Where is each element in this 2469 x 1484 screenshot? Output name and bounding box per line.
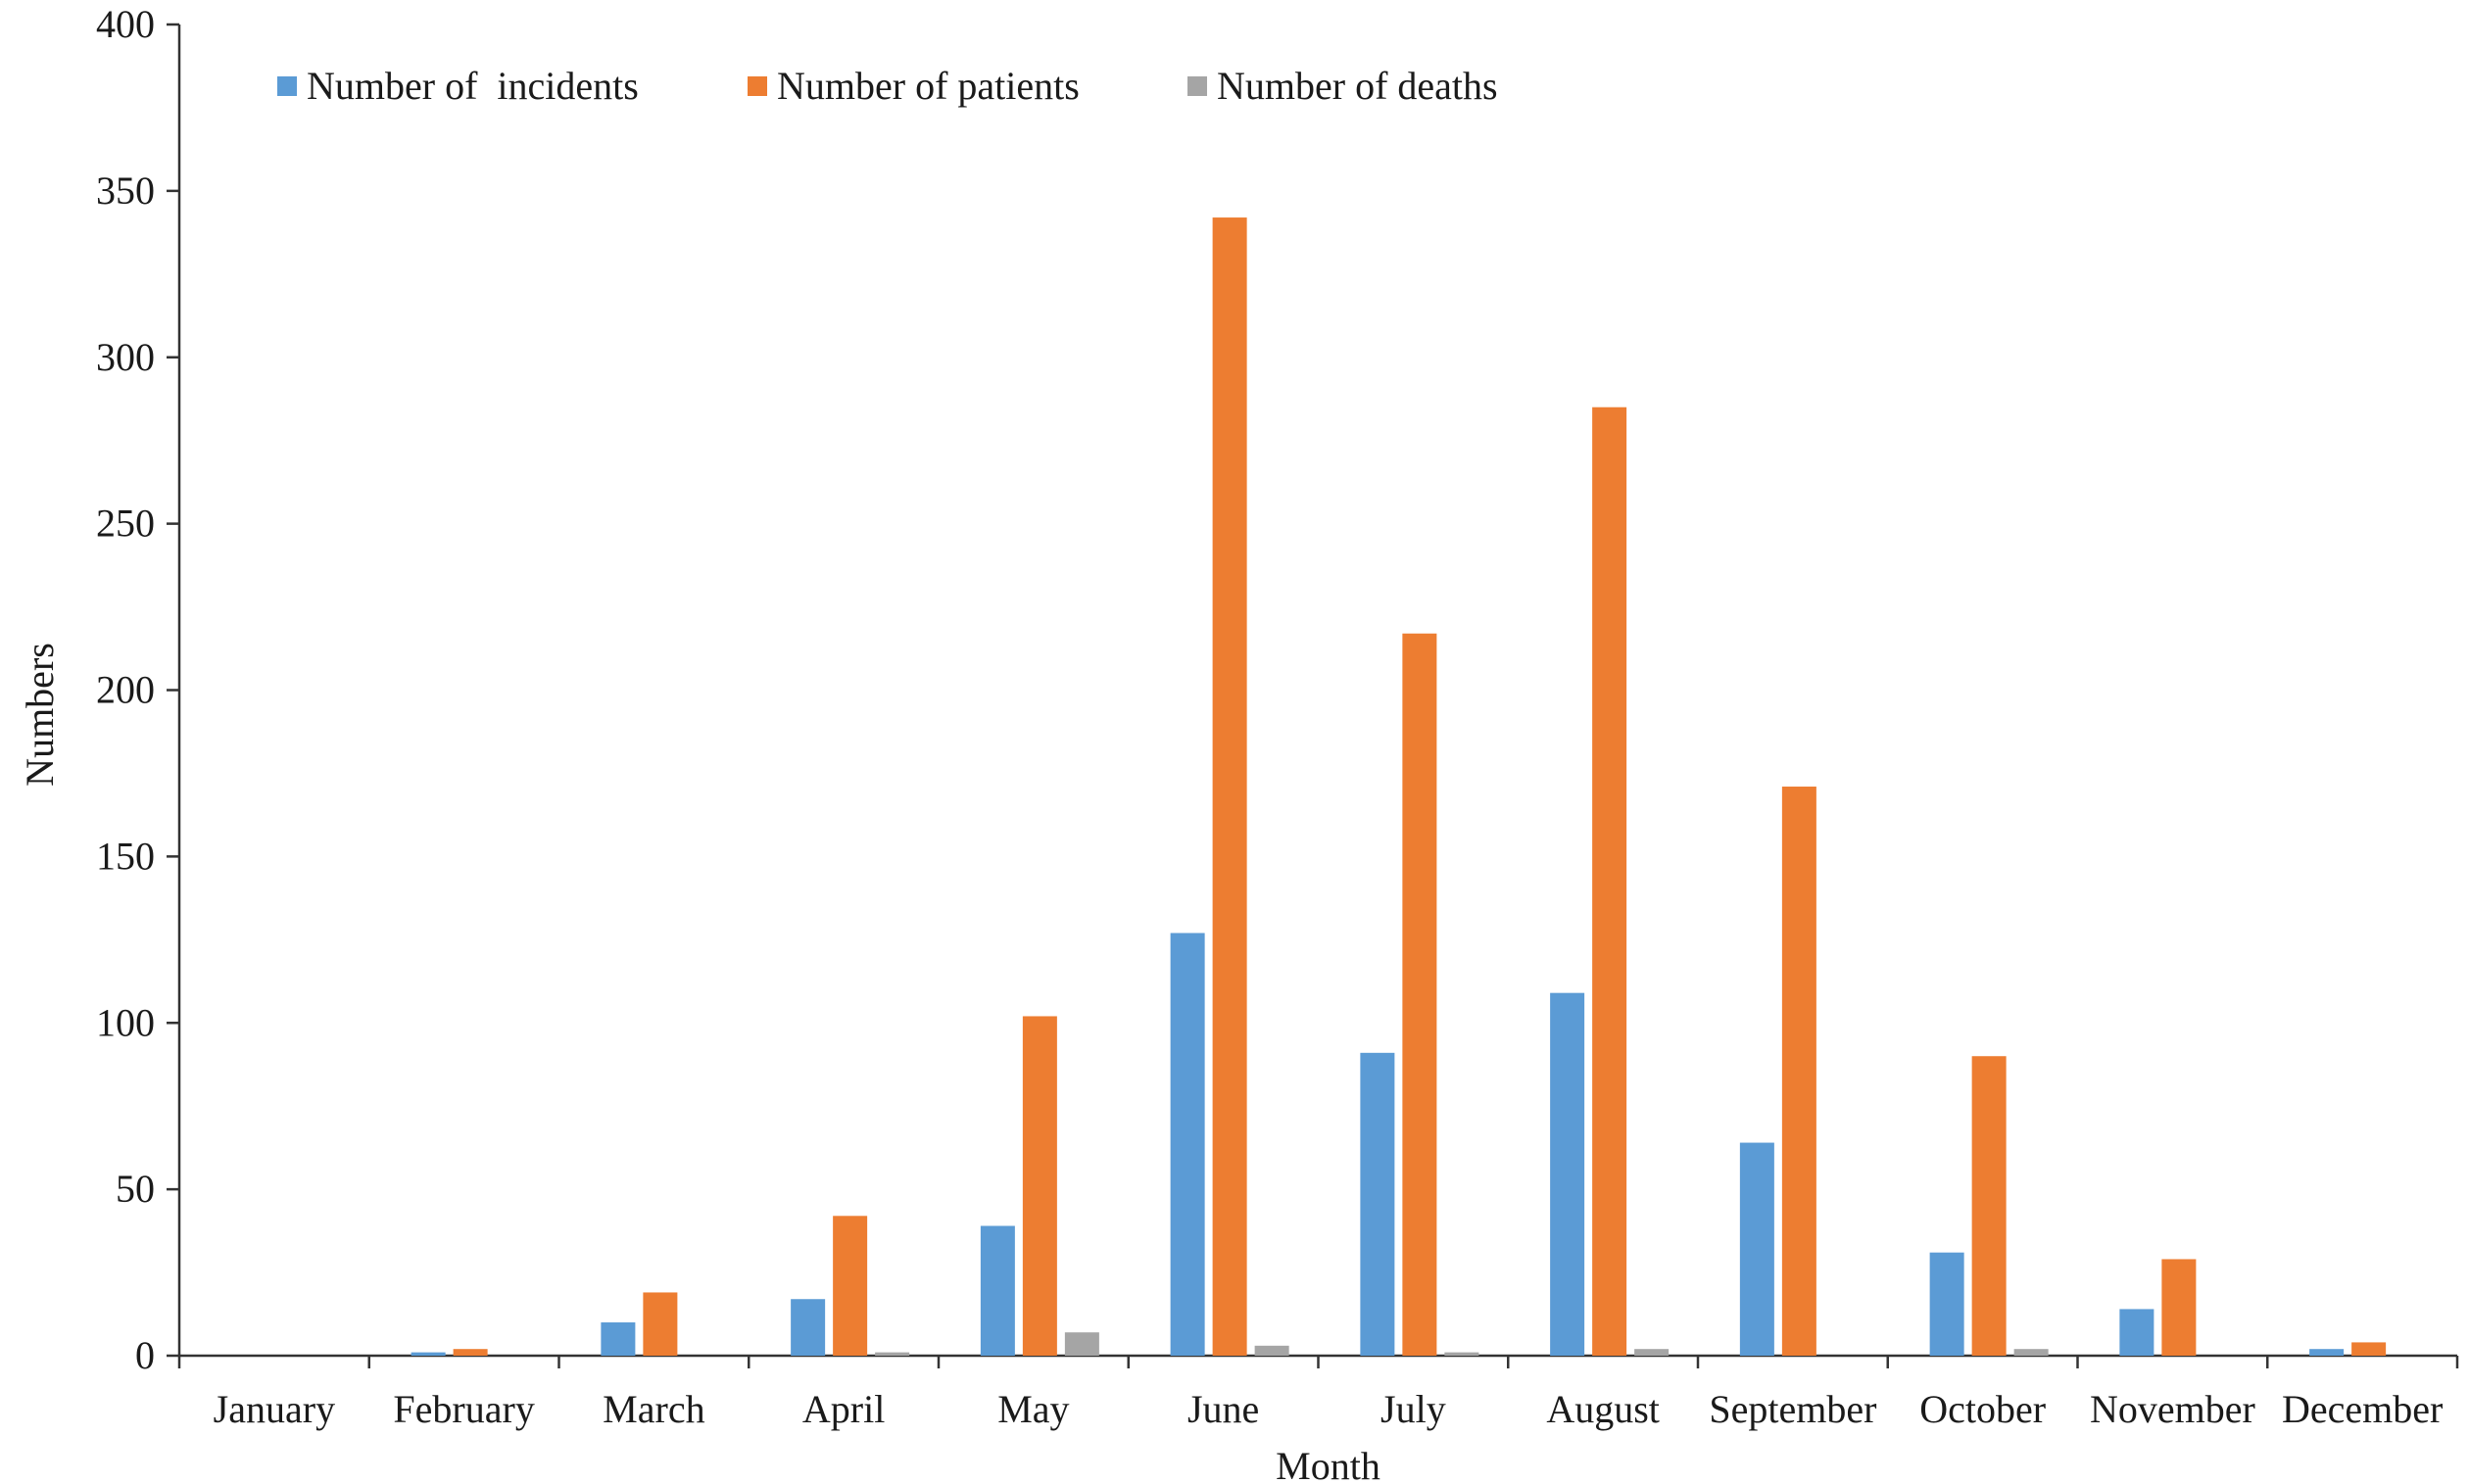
bar-number-of-patients	[1971, 1056, 2007, 1356]
bar-number-of-deaths	[1634, 1349, 1670, 1356]
y-tick-label: 50	[116, 1167, 155, 1211]
x-tick-label: May	[997, 1387, 1069, 1431]
x-tick-label: February	[393, 1387, 534, 1431]
y-tick-label: 200	[96, 668, 155, 712]
legend-label: Number of patients	[777, 64, 1080, 108]
bar-number-of-patients	[2161, 1259, 2197, 1356]
bar-number-of-patients	[1022, 1016, 1057, 1356]
y-axis: 0 50 100 150 200 250 300 350 400	[96, 2, 181, 1377]
y-axis-title: Numbers	[18, 643, 62, 787]
bar-number-of-deaths	[1444, 1352, 1479, 1356]
bar-number-of-patients	[453, 1349, 488, 1356]
bar-number-of-incidents	[2119, 1309, 2154, 1356]
bars	[411, 217, 2387, 1357]
legend-swatch	[748, 76, 767, 96]
y-tick-label: 300	[96, 335, 155, 379]
bar-number-of-incidents	[1929, 1252, 1964, 1356]
x-axis-title: Month	[1276, 1444, 1380, 1484]
x-tick-label: July	[1380, 1387, 1446, 1431]
bar-number-of-patients	[1212, 217, 1247, 1357]
bar-number-of-patients	[2351, 1342, 2387, 1356]
y-tick-label: 150	[96, 834, 155, 878]
bar-number-of-incidents	[1360, 1052, 1395, 1356]
x-tick-label: June	[1187, 1387, 1259, 1431]
bar-number-of-deaths	[1064, 1332, 1099, 1356]
x-tick-label: December	[2282, 1387, 2443, 1431]
y-tick-label: 100	[96, 1000, 155, 1044]
x-tick-label: August	[1546, 1387, 1660, 1431]
x-tick-label: April	[802, 1387, 885, 1431]
bar-number-of-patients	[1402, 633, 1437, 1356]
bar-number-of-patients	[643, 1292, 678, 1356]
bar-number-of-incidents	[601, 1322, 636, 1356]
x-axis: January February March April May June July Augu…	[177, 1354, 2459, 1431]
legend-swatch	[1187, 76, 1207, 96]
bar-number-of-deaths	[2013, 1349, 2049, 1356]
bar-number-of-incidents	[980, 1225, 1015, 1356]
bar-number-of-patients	[1592, 407, 1627, 1356]
x-tick-label: September	[1709, 1387, 1876, 1431]
bar-number-of-incidents	[1170, 933, 1205, 1356]
bar-number-of-deaths	[875, 1352, 910, 1356]
bar-number-of-incidents	[1739, 1142, 1774, 1356]
legend-label: Number of incidents	[307, 64, 639, 108]
x-tick-label: March	[603, 1387, 704, 1431]
bar-number-of-incidents	[791, 1299, 826, 1356]
x-tick-label: January	[214, 1387, 335, 1431]
bar-number-of-incidents	[1550, 992, 1585, 1356]
bar-number-of-incidents	[2309, 1349, 2345, 1356]
bar-number-of-deaths	[1254, 1345, 1289, 1356]
legend-swatch	[277, 76, 297, 96]
y-tick-label: 0	[135, 1333, 155, 1377]
bar-number-of-patients	[1781, 787, 1816, 1356]
y-tick-label: 250	[96, 502, 155, 546]
y-tick-label: 350	[96, 168, 155, 213]
bar-number-of-patients	[833, 1216, 868, 1356]
x-tick-label: October	[1919, 1387, 2046, 1431]
bar-number-of-incidents	[411, 1352, 446, 1356]
legend-label: Number of deaths	[1217, 64, 1498, 108]
y-tick-label: 400	[96, 2, 155, 46]
legend: Number of incidents Number of patients Num…	[277, 64, 1498, 108]
x-tick-label: November	[2090, 1387, 2255, 1431]
